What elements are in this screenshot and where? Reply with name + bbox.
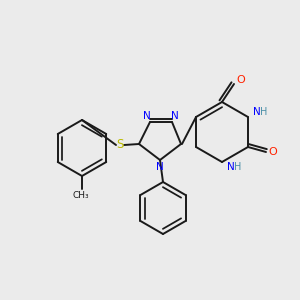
Text: N: N [171, 111, 179, 121]
Text: H: H [260, 107, 267, 117]
Text: CH₃: CH₃ [73, 190, 89, 200]
Text: N: N [253, 107, 261, 117]
Text: N: N [227, 162, 235, 172]
Text: H: H [234, 162, 242, 172]
Text: O: O [237, 75, 245, 85]
Text: N: N [156, 162, 164, 172]
Text: O: O [268, 147, 278, 157]
Text: N: N [143, 111, 151, 121]
Text: S: S [116, 139, 124, 152]
